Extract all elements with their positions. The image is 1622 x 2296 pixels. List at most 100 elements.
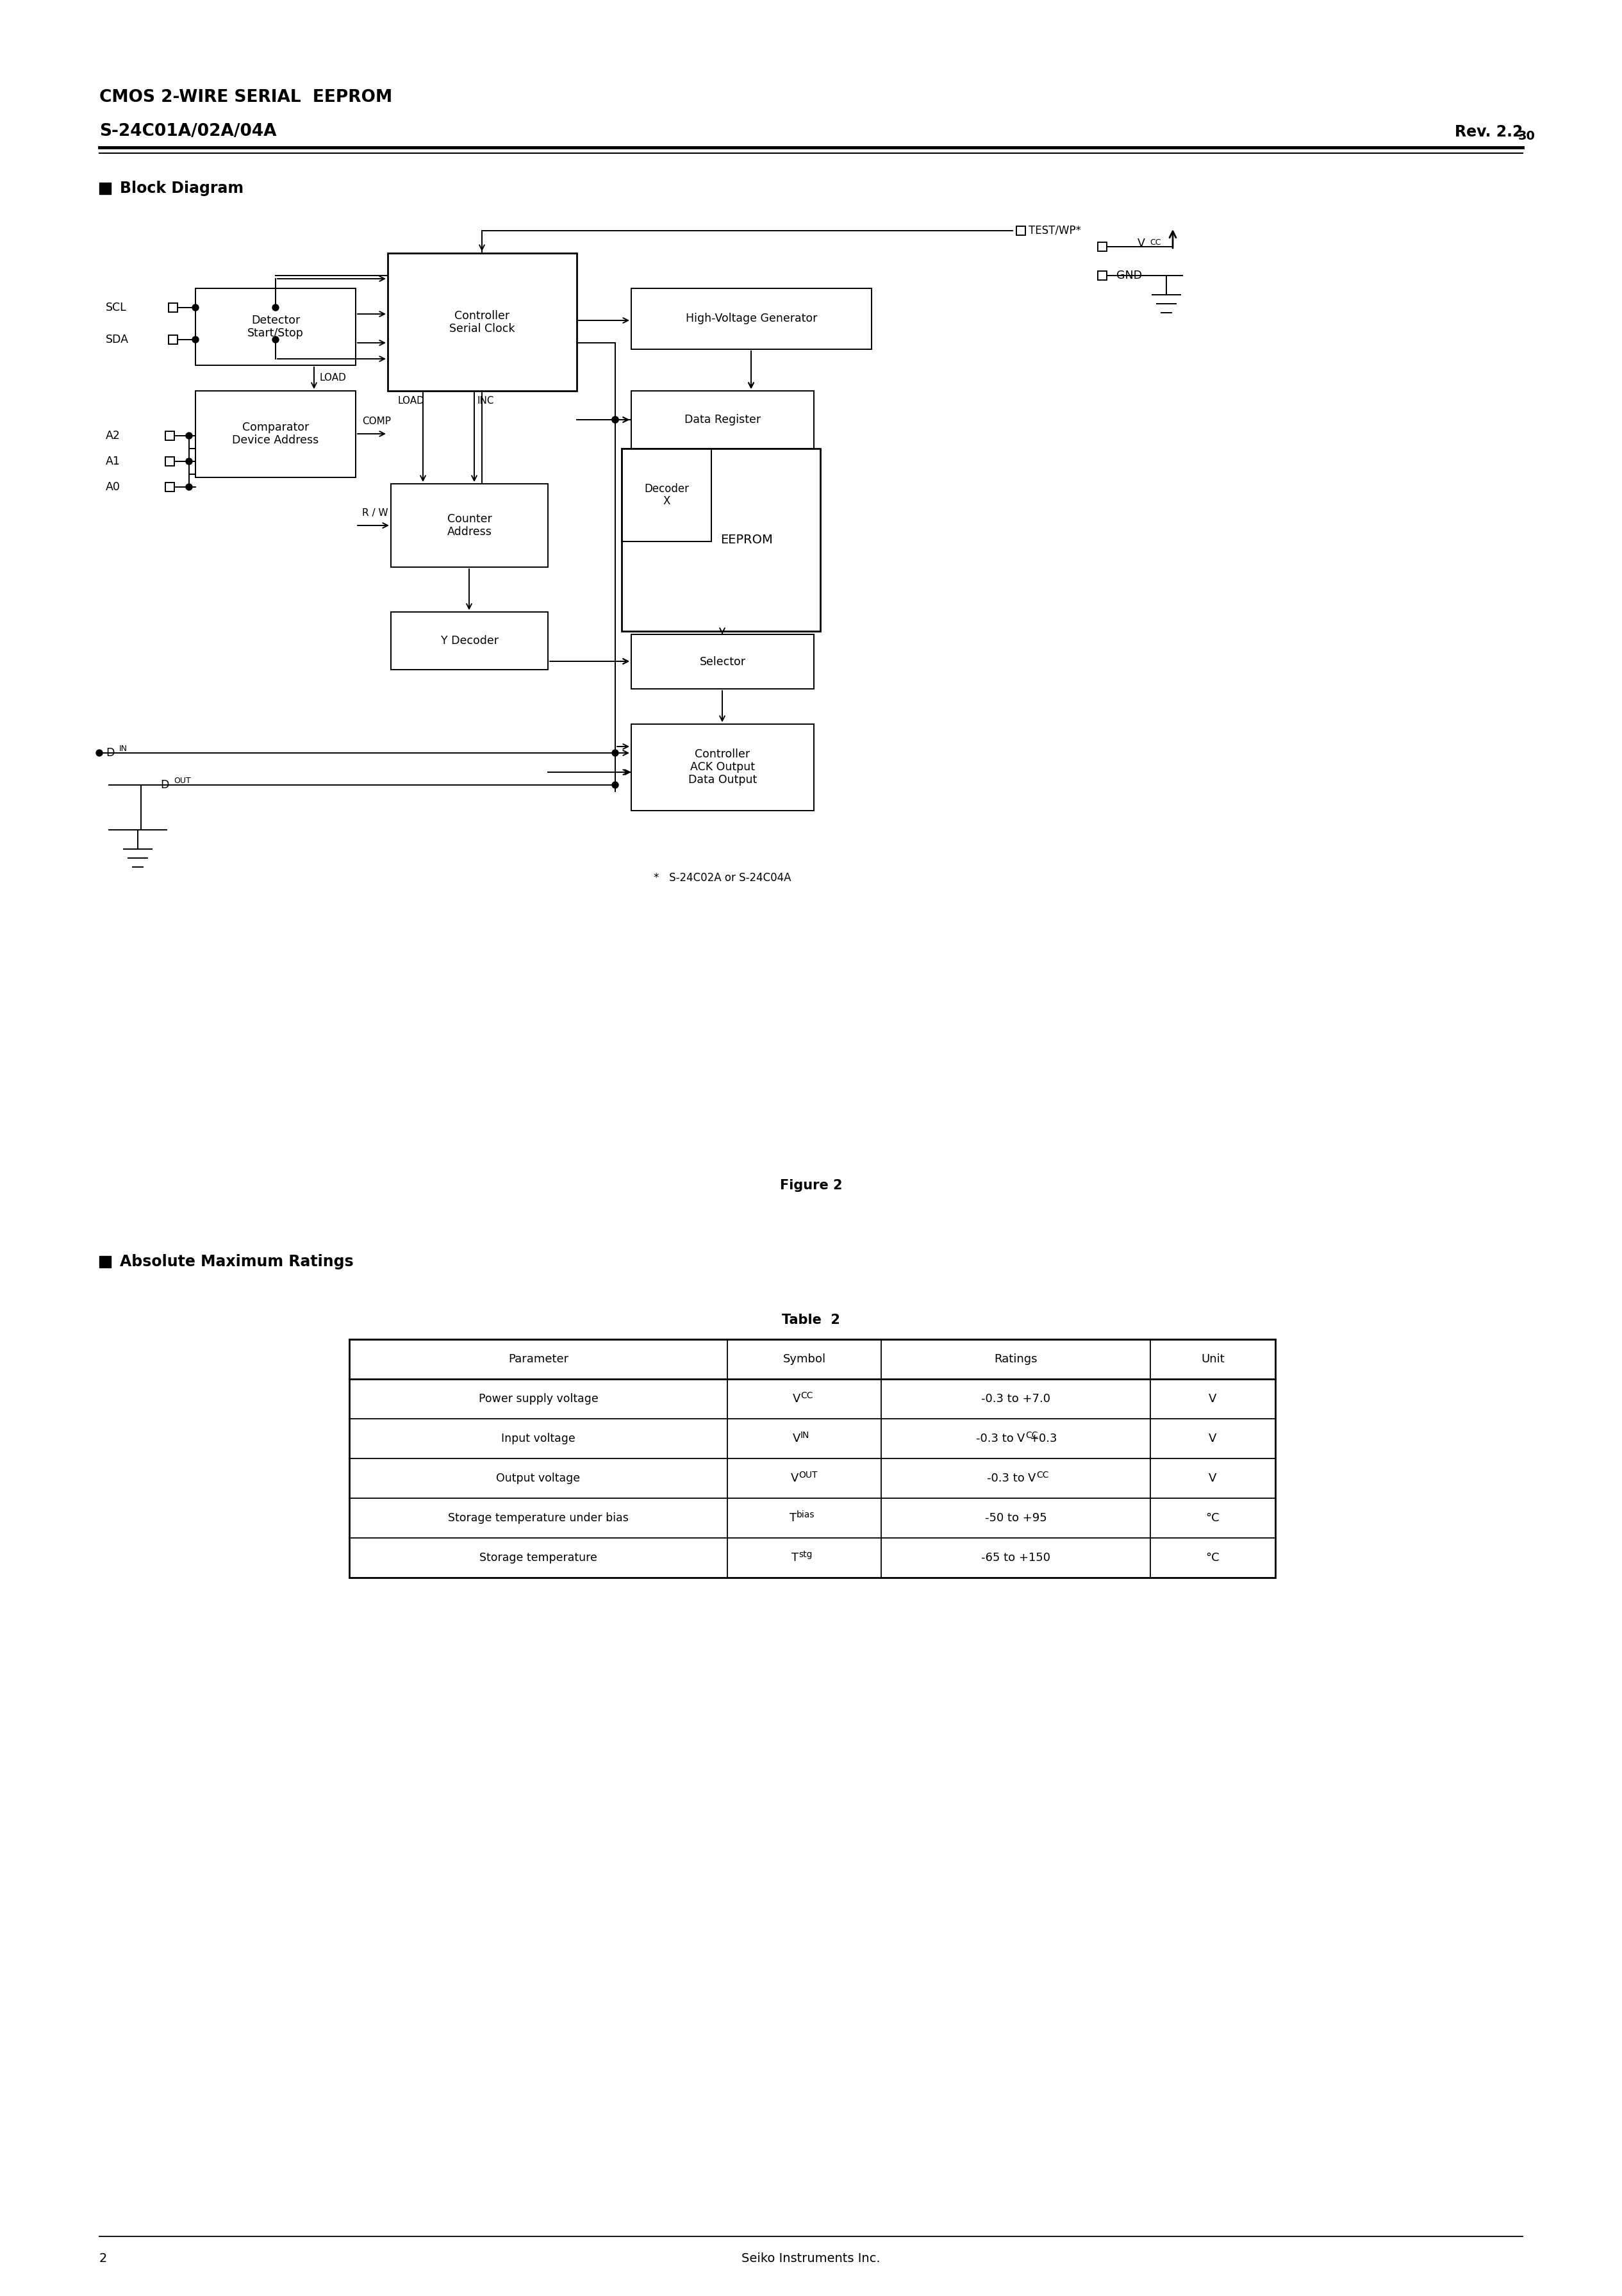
Bar <box>169 335 177 344</box>
Text: 30: 30 <box>1518 131 1536 142</box>
Text: R / W: R / W <box>362 507 388 517</box>
Text: 2: 2 <box>99 2252 107 2264</box>
Bar <box>631 634 814 689</box>
Circle shape <box>187 459 193 464</box>
Text: IN: IN <box>118 744 128 753</box>
Circle shape <box>611 416 618 422</box>
Text: V: V <box>793 1394 800 1405</box>
Circle shape <box>611 751 618 755</box>
Text: A2: A2 <box>105 429 120 441</box>
Text: D: D <box>161 778 169 790</box>
Bar <box>165 482 174 491</box>
Text: Data Register: Data Register <box>684 413 761 425</box>
Circle shape <box>96 751 102 755</box>
Text: X: X <box>663 496 670 507</box>
Text: Block Diagram: Block Diagram <box>120 181 243 195</box>
Text: V: V <box>1208 1394 1216 1405</box>
Bar <box>196 390 355 478</box>
Text: V: V <box>1208 1472 1216 1483</box>
Text: -0.3 to +7.0: -0.3 to +7.0 <box>981 1394 1051 1405</box>
Bar <box>391 613 548 670</box>
Text: Storage temperature: Storage temperature <box>480 1552 597 1564</box>
Bar <box>388 253 577 390</box>
Text: CC: CC <box>1036 1472 1049 1479</box>
Text: CC: CC <box>1150 239 1161 248</box>
Text: GND: GND <box>1116 269 1142 282</box>
Text: °C: °C <box>1205 1513 1220 1525</box>
Text: Power supply voltage: Power supply voltage <box>478 1394 599 1405</box>
Text: Serial Clock: Serial Clock <box>449 324 516 335</box>
Bar <box>99 1256 110 1267</box>
Bar <box>169 303 177 312</box>
Text: SCL: SCL <box>105 301 127 312</box>
Bar <box>1098 241 1106 250</box>
Text: SDA: SDA <box>105 333 128 344</box>
Text: D: D <box>105 746 114 758</box>
Text: Symbol: Symbol <box>783 1352 826 1364</box>
Text: CC: CC <box>1025 1430 1038 1440</box>
Text: Output voltage: Output voltage <box>496 1472 581 1483</box>
Circle shape <box>187 432 193 439</box>
Text: Ratings: Ratings <box>994 1352 1038 1364</box>
Bar <box>1098 271 1106 280</box>
Text: °C: °C <box>1205 1552 1220 1564</box>
Text: Data Output: Data Output <box>688 774 757 785</box>
Text: EEPROM: EEPROM <box>720 533 772 546</box>
Text: Figure 2: Figure 2 <box>780 1180 842 1192</box>
Text: CC: CC <box>800 1391 813 1401</box>
Text: Parameter: Parameter <box>508 1352 568 1364</box>
Bar <box>621 448 712 542</box>
Text: Absolute Maximum Ratings: Absolute Maximum Ratings <box>120 1254 354 1270</box>
Circle shape <box>187 484 193 491</box>
Text: Rev. 2.2: Rev. 2.2 <box>1455 124 1523 140</box>
Text: +0.3: +0.3 <box>1030 1433 1058 1444</box>
Text: Controller: Controller <box>454 310 509 321</box>
Text: bias: bias <box>796 1511 814 1520</box>
Text: -50 to +95: -50 to +95 <box>985 1513 1046 1525</box>
Text: COMP: COMP <box>362 416 391 425</box>
Text: TEST/WP*: TEST/WP* <box>1028 225 1082 236</box>
Circle shape <box>193 338 198 342</box>
Text: ACK Output: ACK Output <box>691 762 754 774</box>
Text: Detector: Detector <box>251 315 300 326</box>
Circle shape <box>611 781 618 788</box>
Bar <box>1017 227 1025 234</box>
Text: S-24C01A/02A/04A: S-24C01A/02A/04A <box>99 124 276 140</box>
Text: High-Voltage Generator: High-Voltage Generator <box>686 312 817 324</box>
Text: V: V <box>1017 1433 1025 1444</box>
Bar <box>621 448 821 631</box>
Circle shape <box>272 338 279 342</box>
Text: A0: A0 <box>105 482 120 494</box>
Text: Storage temperature under bias: Storage temperature under bias <box>448 1513 629 1525</box>
Text: IN: IN <box>800 1430 809 1440</box>
Text: stg: stg <box>798 1550 813 1559</box>
Text: Start/Stop: Start/Stop <box>248 328 303 340</box>
Text: INC: INC <box>477 395 495 406</box>
Circle shape <box>272 305 279 310</box>
Text: Comparator: Comparator <box>242 422 308 434</box>
Text: Controller: Controller <box>694 748 749 760</box>
Circle shape <box>611 416 618 422</box>
Text: Input voltage: Input voltage <box>501 1433 576 1444</box>
Text: Selector: Selector <box>699 657 746 668</box>
Text: LOAD: LOAD <box>320 374 345 383</box>
Bar <box>99 184 110 195</box>
Text: V: V <box>1137 239 1145 250</box>
Bar <box>165 432 174 441</box>
Circle shape <box>193 305 198 310</box>
Text: Seiko Instruments Inc.: Seiko Instruments Inc. <box>741 2252 881 2264</box>
Bar <box>631 390 814 448</box>
Text: T: T <box>790 1513 796 1525</box>
Bar <box>349 1339 1275 1577</box>
Text: Device Address: Device Address <box>232 434 320 445</box>
Bar <box>165 457 174 466</box>
Bar <box>631 289 871 349</box>
Text: Table  2: Table 2 <box>782 1313 840 1327</box>
Text: *   S-24C02A or S-24C04A: * S-24C02A or S-24C04A <box>654 872 792 884</box>
Text: V: V <box>793 1433 800 1444</box>
Text: -0.3 to: -0.3 to <box>986 1472 1028 1483</box>
Text: V: V <box>1208 1433 1216 1444</box>
Text: OUT: OUT <box>798 1472 817 1479</box>
Text: -0.3 to: -0.3 to <box>976 1433 1017 1444</box>
Text: OUT: OUT <box>174 776 191 785</box>
